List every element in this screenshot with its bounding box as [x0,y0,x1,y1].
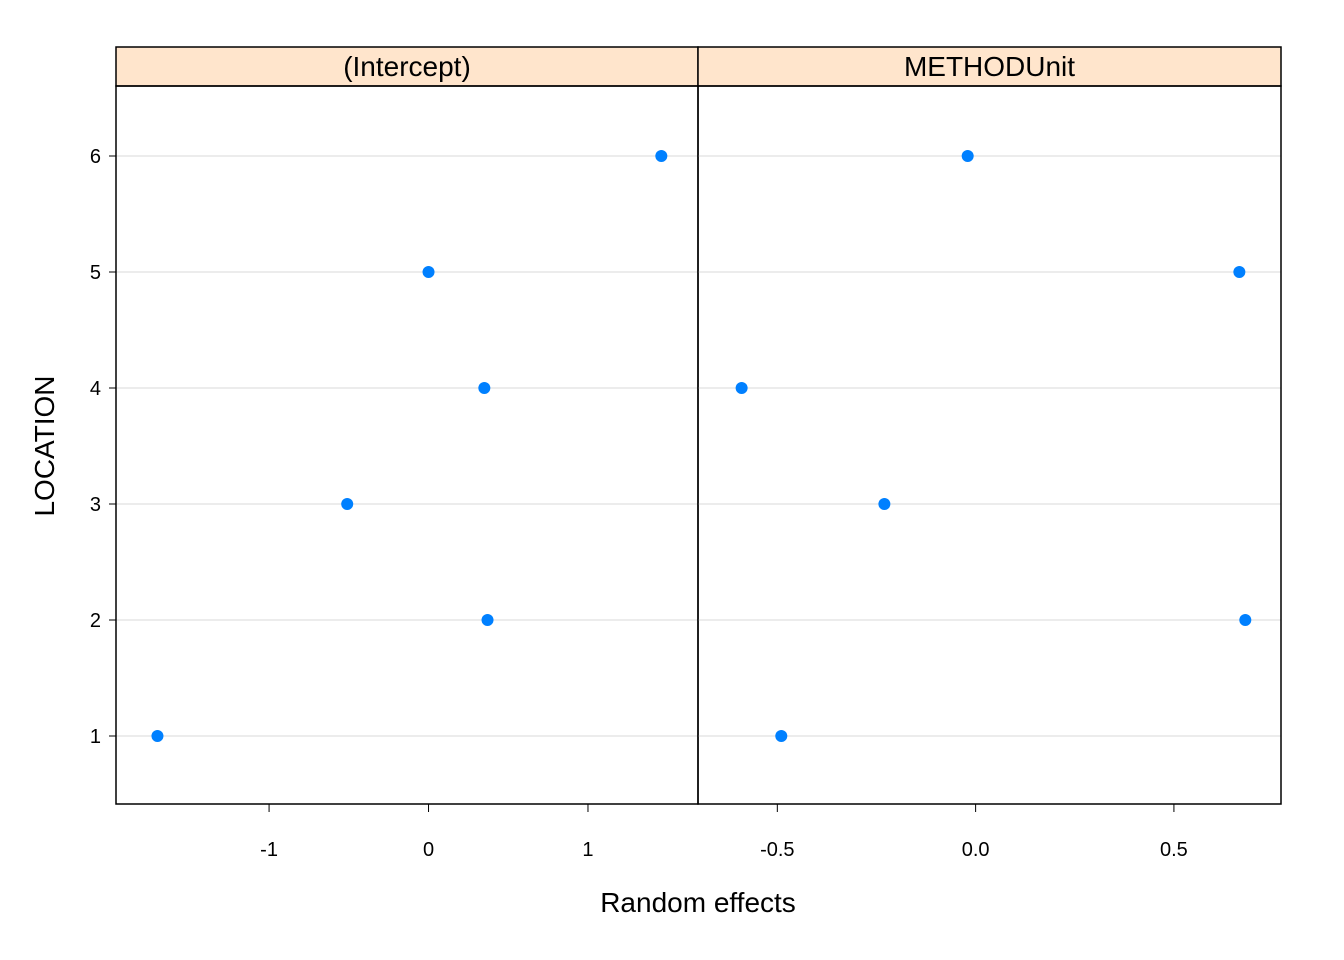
data-point [1233,266,1246,278]
y-tick-label: 6 [90,146,101,168]
data-point [478,382,491,394]
y-axis-title: LOCATION [29,375,60,516]
data-point [878,498,891,510]
panel-border [115,85,699,805]
y-tick-label: 1 [90,726,101,748]
panel-border [697,85,1282,805]
data-point [735,382,748,394]
panel-1: (Intercept) -1 0 1 [115,46,699,861]
y-tick-label: 2 [90,610,101,632]
panels: 1 2 3 4 5 6 (Intercept) -1 0 1 METHODUnit -0.5 0.0 0.… [90,46,1282,861]
y-tick-label: 4 [90,378,101,400]
data-point [655,150,668,162]
data-point [151,730,164,742]
data-point [961,150,974,162]
x-tick-label: 1 [582,839,593,861]
panel-2: METHODUnit -0.5 0.0 0.5 [697,46,1282,861]
x-tick-label: 0 [423,839,434,861]
data-point [775,730,788,742]
panel-strip [697,46,1282,87]
strip-label: (Intercept) [343,51,471,82]
x-tick-label: -0.5 [760,839,794,861]
data-point [481,614,494,626]
y-tick-label: 5 [90,262,101,284]
data-point [1239,614,1252,626]
x-axis-title: Random effects [600,887,796,918]
x-tick-label: 0.0 [962,839,990,861]
strip-label: METHODUnit [904,51,1075,82]
x-tick-label: 0.5 [1160,839,1188,861]
y-tick-label: 3 [90,494,101,516]
data-point [341,498,354,510]
data-point [422,266,435,278]
x-tick-label: -1 [260,839,278,861]
